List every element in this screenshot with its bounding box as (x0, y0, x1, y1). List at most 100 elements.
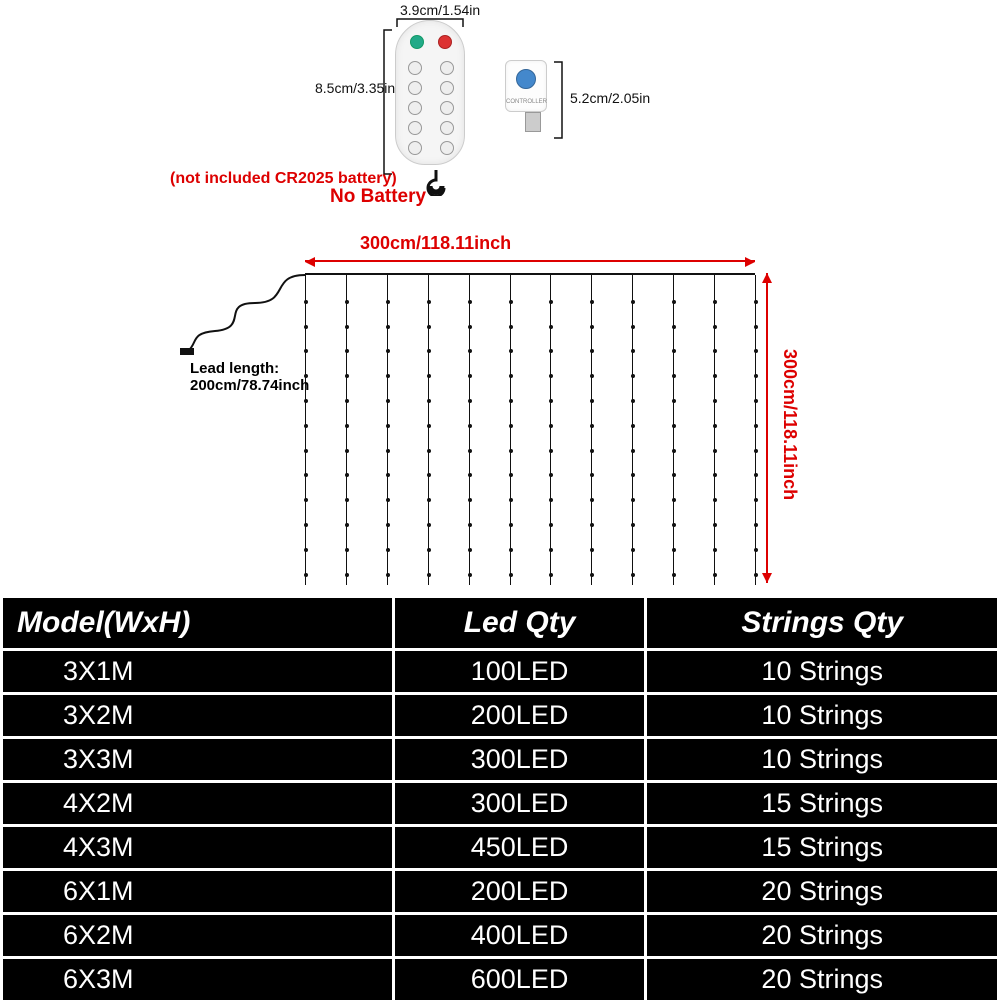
led-dot-icon (345, 374, 349, 378)
led-dot-icon (549, 548, 553, 552)
table-cell: 400LED (393, 914, 646, 958)
led-dot-icon (386, 523, 390, 527)
table-cell: 450LED (393, 826, 646, 870)
led-dot-icon (386, 548, 390, 552)
table-row: 3X2M200LED10 Strings (2, 694, 999, 738)
led-dot-icon (590, 449, 594, 453)
led-dot-icon (549, 449, 553, 453)
table-cell: 3X1M (2, 650, 394, 694)
led-dot-icon (631, 300, 635, 304)
strand (714, 275, 715, 585)
table-cell: 15 Strings (646, 826, 999, 870)
led-dot-icon (672, 325, 676, 329)
led-dot-icon (386, 399, 390, 403)
col-strings-qty: Strings Qty (646, 597, 999, 650)
usb-knob-icon (516, 69, 536, 89)
led-dot-icon (509, 325, 513, 329)
table-cell: 3X2M (2, 694, 394, 738)
led-dot-icon (631, 374, 635, 378)
table-header-row: Model(WxH) Led Qty Strings Qty (2, 597, 999, 650)
curtain-height-label: 300cm/118.11inch (779, 325, 800, 525)
led-dot-icon (631, 573, 635, 577)
led-dot-icon (509, 573, 513, 577)
led-dot-icon (386, 374, 390, 378)
spec-table-section: Model(WxH) Led Qty Strings Qty 3X1M100LE… (0, 595, 1000, 1003)
led-dot-icon (590, 573, 594, 577)
led-dot-icon (509, 473, 513, 477)
strand (755, 275, 756, 585)
table-cell: 10 Strings (646, 650, 999, 694)
led-dot-icon (672, 300, 676, 304)
table-cell: 100LED (393, 650, 646, 694)
led-dot-icon (713, 399, 717, 403)
led-dot-icon (509, 300, 513, 304)
strand (632, 275, 633, 585)
strand (550, 275, 551, 585)
led-dot-icon (631, 498, 635, 502)
led-dot-icon (427, 573, 431, 577)
led-dot-icon (345, 300, 349, 304)
curtain-width-rule (305, 260, 755, 262)
led-dot-icon (549, 374, 553, 378)
led-dot-icon (549, 399, 553, 403)
remote-height-bracket (380, 28, 394, 178)
led-dot-icon (549, 424, 553, 428)
led-dot-icon (386, 449, 390, 453)
led-dot-icon (468, 548, 472, 552)
led-dot-icon (549, 498, 553, 502)
led-dot-icon (468, 473, 472, 477)
led-dot-icon (304, 399, 308, 403)
strand (591, 275, 592, 585)
led-dot-icon (672, 573, 676, 577)
led-dot-icon (631, 449, 635, 453)
table-row: 3X3M300LED10 Strings (2, 738, 999, 782)
led-dot-icon (631, 548, 635, 552)
table-cell: 4X3M (2, 826, 394, 870)
led-dot-icon (672, 399, 676, 403)
strand (428, 275, 429, 585)
table-cell: 15 Strings (646, 782, 999, 826)
led-dot-icon (427, 349, 431, 353)
table-cell: 20 Strings (646, 958, 999, 1002)
led-dot-icon (590, 399, 594, 403)
led-dot-icon (713, 300, 717, 304)
led-dot-icon (754, 374, 758, 378)
led-dot-icon (509, 449, 513, 453)
led-dot-icon (345, 523, 349, 527)
strand (469, 275, 470, 585)
led-dot-icon (386, 573, 390, 577)
led-dot-icon (304, 473, 308, 477)
table-row: 4X2M300LED15 Strings (2, 782, 999, 826)
led-dot-icon (754, 399, 758, 403)
led-dot-icon (631, 349, 635, 353)
led-dot-icon (304, 498, 308, 502)
strand (387, 275, 388, 585)
led-dot-icon (427, 449, 431, 453)
led-dot-icon (590, 325, 594, 329)
led-dot-icon (345, 498, 349, 502)
remote-off-button-icon (438, 35, 452, 49)
led-dot-icon (509, 374, 513, 378)
led-dot-icon (754, 548, 758, 552)
led-dot-icon (549, 473, 553, 477)
lead-label-line2: 200cm/78.74inch (190, 377, 309, 394)
strand (346, 275, 347, 585)
led-dot-icon (713, 449, 717, 453)
led-dot-icon (468, 374, 472, 378)
usb-height-bracket (552, 60, 566, 140)
led-dot-icon (754, 498, 758, 502)
led-dot-icon (590, 548, 594, 552)
led-dot-icon (754, 300, 758, 304)
led-dot-icon (427, 523, 431, 527)
led-dot-icon (304, 573, 308, 577)
led-dot-icon (713, 424, 717, 428)
led-dot-icon (590, 523, 594, 527)
led-dot-icon (386, 349, 390, 353)
led-dot-icon (754, 473, 758, 477)
led-dot-icon (754, 573, 758, 577)
led-dot-icon (427, 548, 431, 552)
table-cell: 4X2M (2, 782, 394, 826)
curtain-strands (305, 273, 755, 583)
accessories-diagram: 3.9cm/1.54in 8.5cm/3.35in CONTROLLER (0, 0, 1000, 225)
led-dot-icon (631, 523, 635, 527)
